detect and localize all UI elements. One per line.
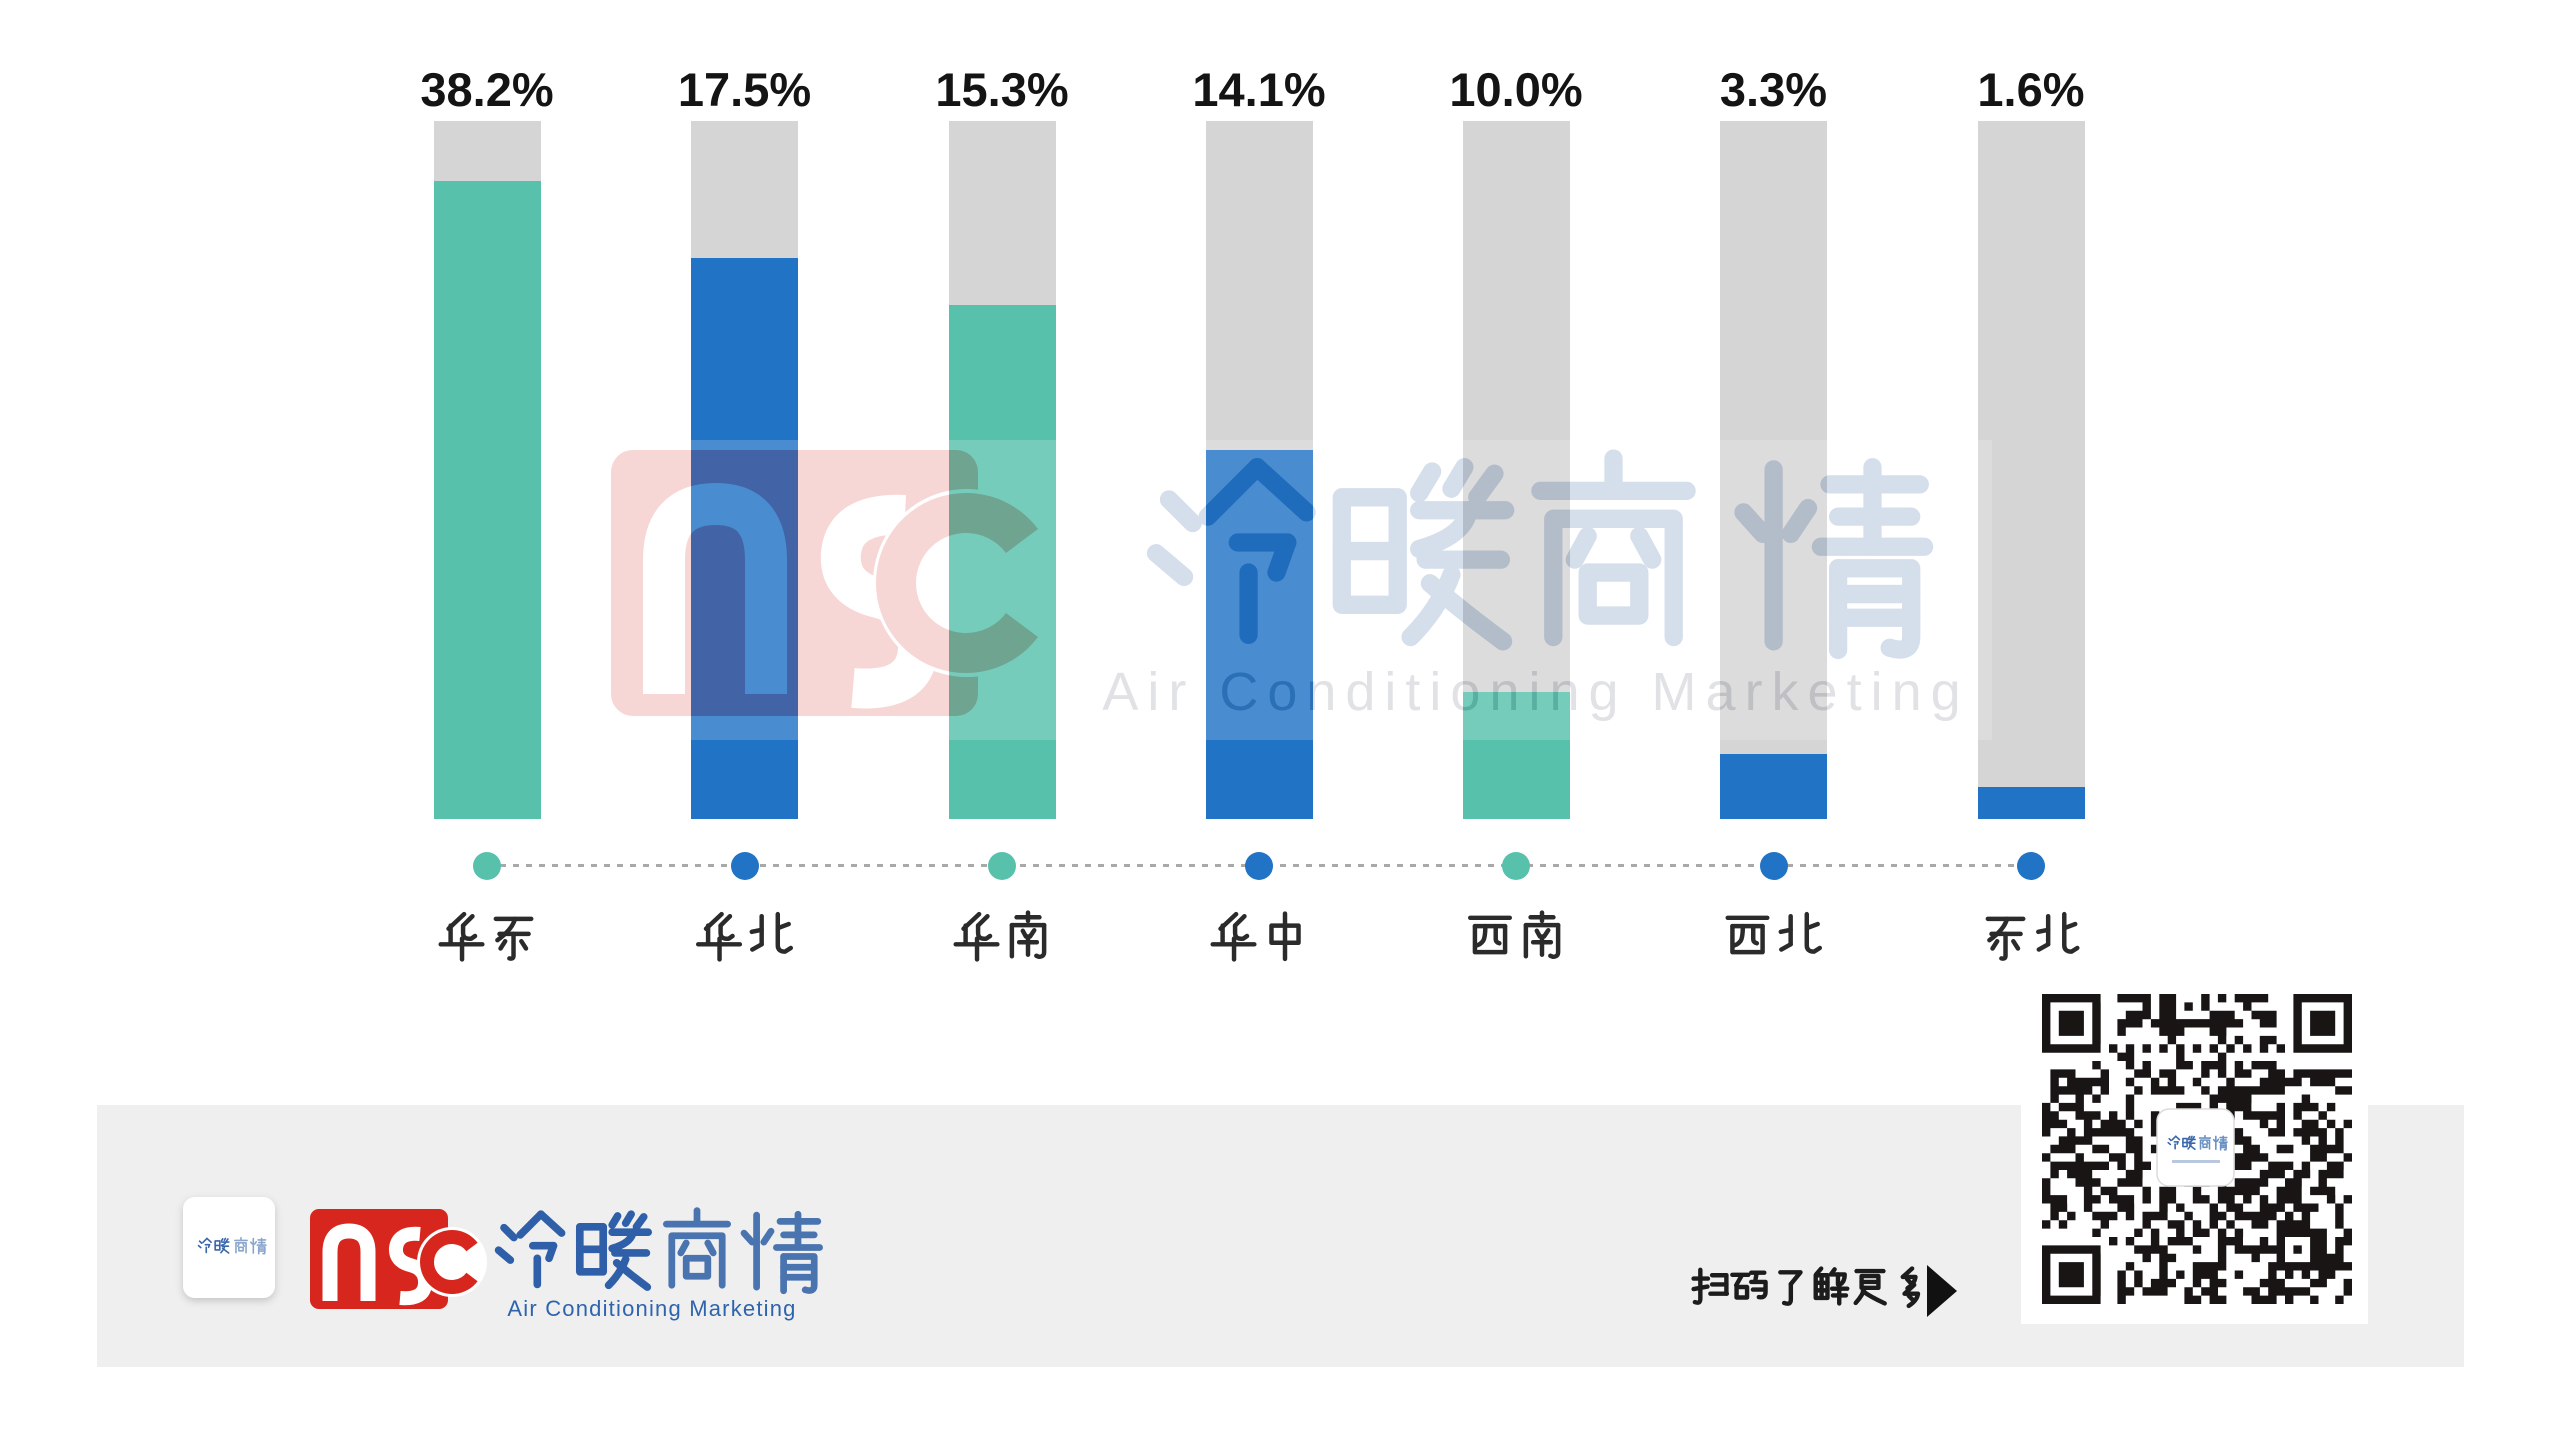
- svg-text:Air Conditioning Marketing: Air Conditioning Marketing: [1102, 662, 1969, 722]
- svg-text:Air Conditioning Marketing: Air Conditioning Marketing: [507, 1296, 796, 1321]
